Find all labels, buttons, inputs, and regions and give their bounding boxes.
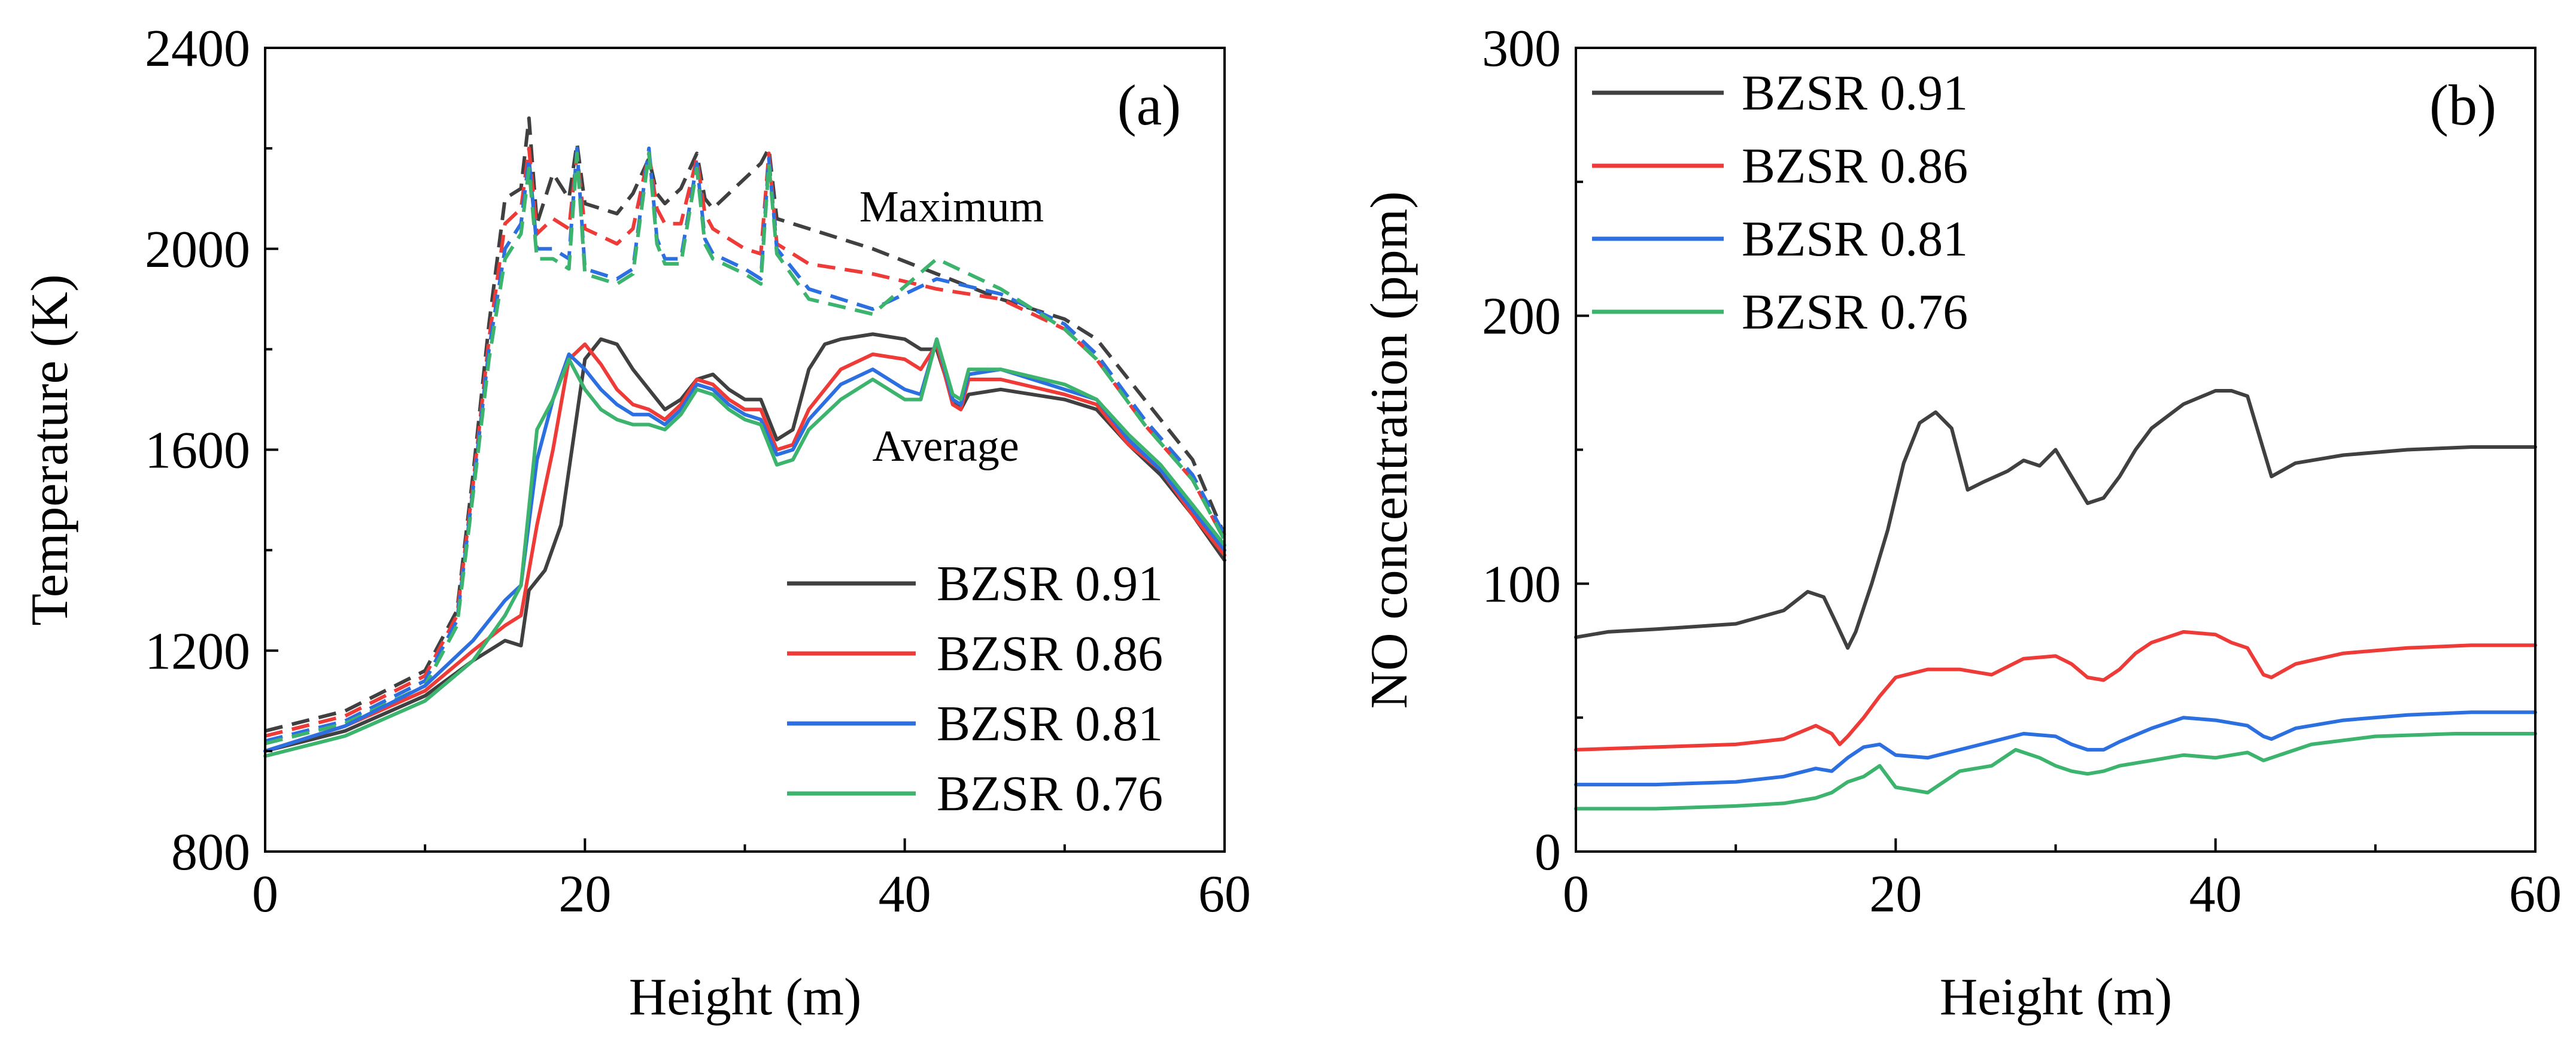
x-tick-label: 40 — [879, 865, 931, 923]
series-line-maximum-bzsr-086 — [265, 146, 1226, 738]
y-tick-label: 0 — [1535, 823, 1561, 881]
panel-a-annotation-average: Average — [872, 422, 1019, 471]
panel-a-label: (a) — [1117, 73, 1181, 137]
series-line-maximum-bzsr-091 — [265, 116, 1226, 733]
series-line-average-bzsr-086 — [263, 342, 1226, 753]
legend-a-label-0: BZSR 0.91 — [937, 556, 1163, 612]
panel-a-temperature: 0 20 40 60 800 1200 1600 2000 2400 (a) Maximum A… — [21, 20, 1251, 1026]
panel-b-ticks: 0 20 40 60 0 100 200 300 — [1482, 20, 2562, 923]
legend-b-label-1: BZSR 0.86 — [1742, 138, 1968, 194]
legend-b-label-0: BZSR 0.91 — [1742, 65, 1968, 121]
y-tick-label: 200 — [1482, 288, 1561, 346]
y-tick-label: 1600 — [145, 422, 250, 480]
legend-a-label-1: BZSR 0.86 — [937, 626, 1163, 682]
panel-b-label: (b) — [2429, 73, 2496, 137]
x-tick-label: 60 — [2509, 865, 2562, 923]
panel-a-legend: BZSR 0.91 BZSR 0.86 BZSR 0.81 BZSR 0.76 — [787, 556, 1163, 822]
panel-b-y-axis-label: NO concentration (ppm) — [1360, 191, 1418, 709]
legend-a-label-2: BZSR 0.81 — [937, 696, 1163, 752]
panel-a-ticks: 0 20 40 60 800 1200 1600 2000 2400 — [145, 20, 1251, 923]
series-line-average-bzsr-091 — [263, 332, 1226, 753]
x-tick-label: 20 — [1869, 865, 1922, 923]
y-tick-label: 100 — [1482, 555, 1561, 613]
series-line-bzsr-076 — [1574, 732, 2537, 811]
y-tick-label: 1200 — [145, 622, 250, 680]
y-tick-label: 800 — [171, 823, 250, 881]
x-tick-label: 60 — [1198, 865, 1251, 923]
panel-b-x-axis-label: Height (m) — [1940, 968, 2173, 1026]
y-tick-label: 2000 — [145, 221, 250, 279]
panel-b-frame — [1575, 47, 2536, 853]
panel-a-y-axis-label: Temperature (K) — [21, 274, 79, 626]
series-line-average-bzsr-076 — [263, 337, 1226, 758]
legend-b-label-3: BZSR 0.76 — [1742, 284, 1968, 340]
panel-a-frame — [264, 47, 1226, 853]
x-tick-label: 20 — [558, 865, 611, 923]
legend-b-label-2: BZSR 0.81 — [1742, 211, 1968, 267]
legend-a-label-3: BZSR 0.76 — [937, 766, 1163, 822]
y-tick-label: 2400 — [145, 20, 250, 78]
series-line-bzsr-081 — [1574, 710, 2537, 787]
panel-b-legend: BZSR 0.91 BZSR 0.86 BZSR 0.81 BZSR 0.76 — [1592, 65, 1968, 340]
x-tick-label: 40 — [2189, 865, 2242, 923]
panel-a-annotation-maximum: Maximum — [859, 183, 1044, 232]
panel-b-no-concentration: 0 20 40 60 0 100 200 300 (b) Height (m) NO conc… — [1360, 20, 2562, 1026]
series-line-bzsr-091 — [1574, 389, 2537, 650]
panel-a-x-axis-label: Height (m) — [629, 968, 862, 1026]
panel-b-series — [1574, 389, 2537, 811]
x-tick-label: 0 — [1563, 865, 1589, 923]
series-line-maximum-bzsr-081 — [265, 146, 1226, 743]
x-tick-label: 0 — [252, 865, 278, 923]
panel-a-series — [263, 116, 1226, 758]
series-line-bzsr-086 — [1574, 630, 2537, 752]
series-line-maximum-bzsr-076 — [265, 151, 1226, 746]
y-tick-label: 300 — [1482, 20, 1561, 78]
